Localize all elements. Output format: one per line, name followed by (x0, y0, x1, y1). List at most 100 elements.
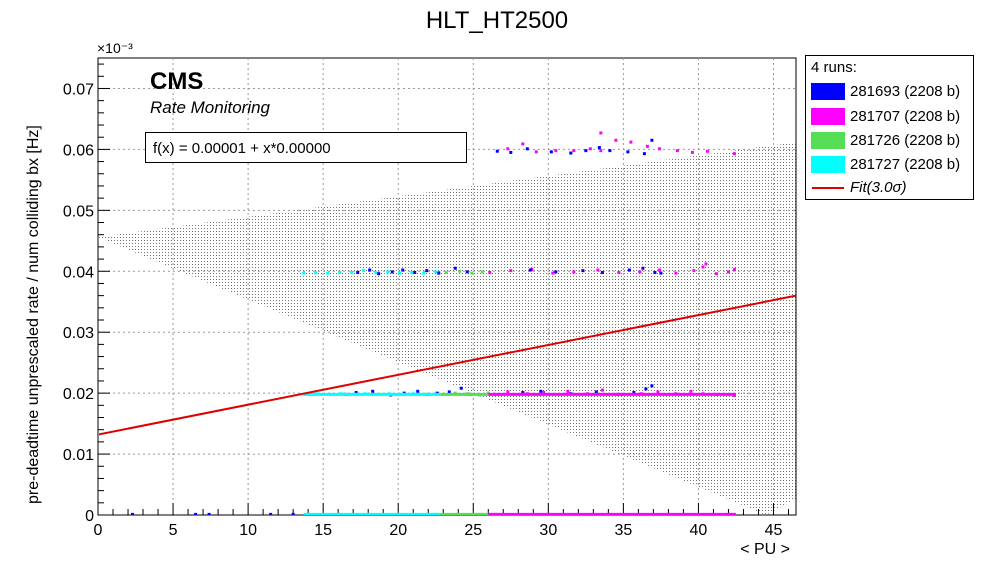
data-point (701, 265, 705, 269)
legend-label: Fit(3.0σ) (850, 179, 907, 196)
data-point (269, 512, 273, 515)
data-point (657, 268, 661, 272)
y-tick-label: 0.07 (63, 81, 94, 98)
legend-swatch (811, 108, 845, 125)
data-point (398, 271, 402, 275)
data-point (530, 267, 534, 271)
data-point (444, 270, 448, 274)
fit-formula: f(x) = 0.00001 + x*0.00000 (153, 140, 331, 157)
data-point (675, 149, 679, 153)
data-point (302, 271, 306, 275)
legend-swatch (811, 83, 845, 100)
data-point (386, 270, 390, 274)
data-point (597, 146, 601, 150)
data-point (614, 138, 618, 142)
data-point (488, 270, 492, 274)
x-tick-label: 5 (169, 522, 178, 539)
legend-swatch (811, 156, 845, 173)
data-point (714, 272, 718, 276)
data-point (653, 270, 657, 274)
data-point (326, 271, 330, 275)
data-point (525, 147, 529, 151)
data-point (506, 147, 510, 151)
x-tick-label: 15 (314, 522, 332, 539)
data-point (356, 270, 360, 274)
legend-label: 281707 (2208 b) (850, 108, 961, 125)
data-point (470, 271, 474, 275)
data-point (581, 269, 585, 273)
x-axis-title: < PU > (740, 541, 790, 558)
data-point (528, 268, 532, 272)
data-point (554, 149, 558, 153)
data-point (377, 272, 381, 276)
cms-label: CMS (150, 68, 204, 95)
data-point (644, 387, 648, 391)
legend-label: 281693 (2208 b) (850, 83, 961, 100)
data-point (608, 149, 612, 153)
data-point (539, 389, 543, 393)
data-point (692, 269, 696, 273)
data-point (437, 271, 441, 275)
legend-item-281727: 281727 (2208 b) (811, 154, 975, 174)
data-point (551, 271, 555, 275)
y-tick-label: 0.06 (63, 142, 94, 159)
data-point (131, 512, 135, 515)
x-tick-label: 40 (690, 522, 708, 539)
x-tick-label: 0 (94, 522, 103, 539)
data-point (509, 269, 513, 273)
data-point (291, 512, 295, 515)
y-tick-label: 0.02 (63, 386, 94, 403)
data-point (659, 271, 663, 275)
data-point (732, 267, 736, 271)
data-point (371, 389, 375, 393)
data-point (566, 389, 570, 393)
legend-swatch (811, 132, 845, 149)
data-point (626, 150, 630, 154)
data-point (314, 270, 318, 274)
data-point (600, 388, 604, 392)
data-point (704, 262, 708, 266)
data-point (465, 270, 469, 274)
data-point (584, 149, 588, 153)
chart-title: HLT_HT2500 (426, 7, 568, 34)
y-tick-label: 0.04 (63, 264, 94, 281)
data-point (705, 149, 709, 153)
data-point (641, 266, 645, 270)
y-tick-label: 0.03 (63, 325, 94, 342)
data-point (690, 150, 694, 154)
legend-item-281707: 281707 (2208 b) (811, 106, 975, 126)
y-tick-label: 0 (85, 508, 94, 525)
data-point (459, 386, 463, 390)
data-point (629, 140, 633, 144)
data-point (350, 270, 354, 274)
fit-formula-box: f(x) = 0.00001 + x*0.00000 (145, 132, 467, 163)
data-point (542, 391, 546, 395)
data-point (656, 390, 660, 394)
y-axis-title: pre-deadtime unprescaled rate / num coll… (25, 125, 42, 504)
data-point (657, 147, 661, 151)
data-point (632, 391, 636, 395)
data-point (726, 270, 730, 274)
data-point (362, 269, 366, 273)
data-point (416, 389, 420, 393)
data-point (390, 270, 394, 274)
data-point (410, 270, 414, 274)
data-point (594, 390, 598, 394)
data-point (732, 152, 736, 156)
rate-monitoring-label: Rate Monitoring (150, 98, 271, 117)
data-point (572, 270, 576, 274)
data-point (422, 271, 426, 275)
data-point (554, 270, 558, 274)
y-tick-label: 0.05 (63, 203, 94, 220)
y-tick-label: 0.01 (63, 447, 94, 464)
fit-band (99, 142, 796, 515)
legend-header: 4 runs: (811, 59, 857, 76)
y-exponent-label: ×10⁻³ (97, 40, 133, 56)
data-point (650, 384, 654, 388)
data-point (207, 512, 211, 515)
data-point (425, 269, 429, 273)
data-point (368, 268, 372, 272)
data-point (480, 270, 484, 274)
data-point (447, 390, 451, 394)
